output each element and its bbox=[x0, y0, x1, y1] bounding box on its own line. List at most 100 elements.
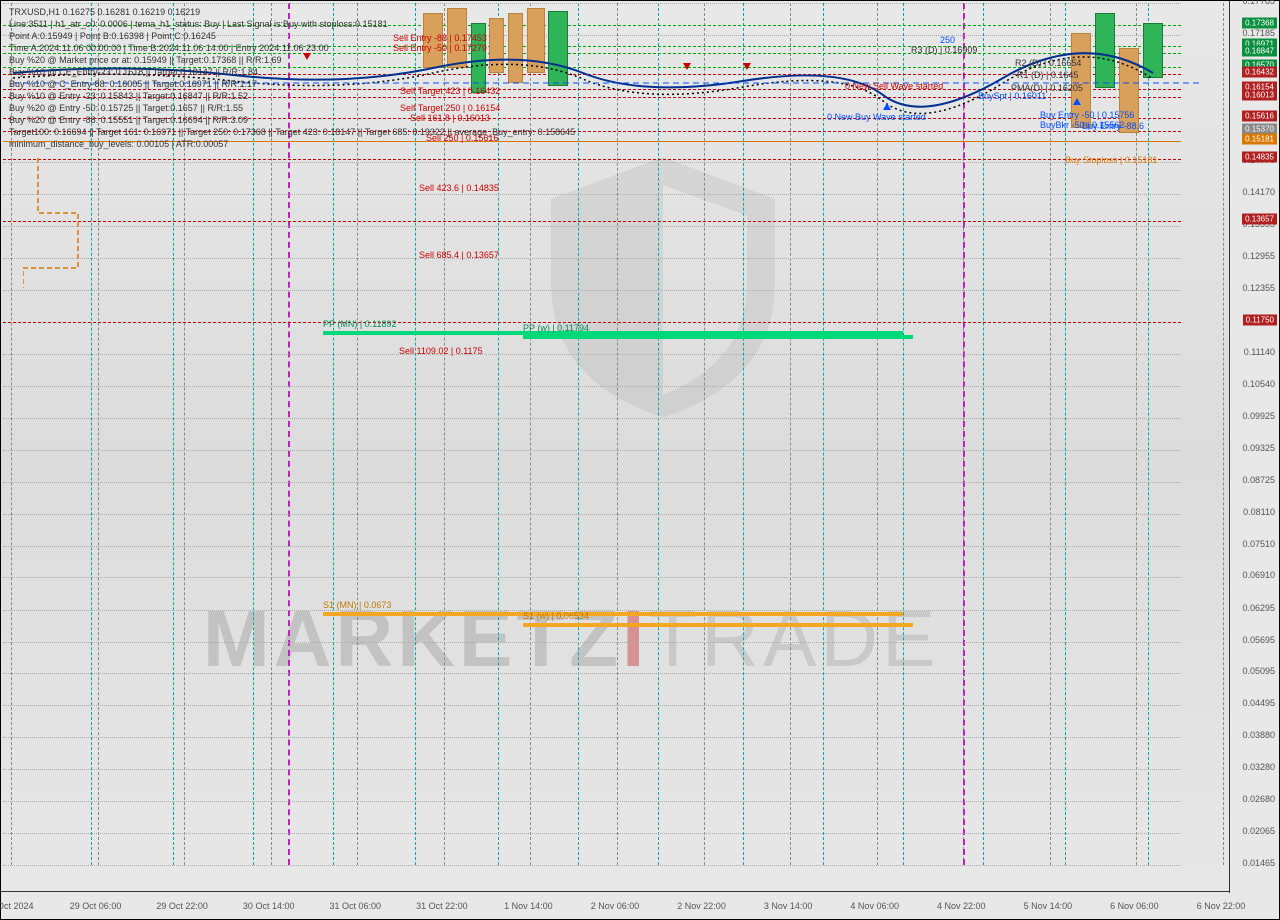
level-label: Sell Entry -88 | 0.17453 bbox=[393, 33, 487, 43]
level-label: Sell 250 | 0.15616 bbox=[426, 133, 498, 143]
level-label: Sell 423.6 | 0.14835 bbox=[419, 183, 499, 193]
pivot-label: PP (MN) | 0.11892 bbox=[323, 319, 397, 329]
level-label: Self Target 423 | 0.16432 bbox=[400, 86, 500, 96]
price-tag: 0.15181 bbox=[1242, 133, 1277, 144]
info-line: Buy %10 @ Entry -23: 0.15843 || Target:0… bbox=[9, 91, 248, 101]
x-tick-label: 2 Nov 06:00 bbox=[591, 901, 640, 911]
x-tick-label: 31 Oct 06:00 bbox=[330, 901, 382, 911]
y-tick-label: 0.04495 bbox=[1242, 698, 1275, 708]
hgrid-line bbox=[3, 514, 1181, 515]
hgrid-line bbox=[3, 546, 1181, 547]
x-tick-label: 29 Oct 22:00 bbox=[156, 901, 208, 911]
hgrid-line bbox=[3, 673, 1181, 674]
x-tick-label: 4 Nov 06:00 bbox=[850, 901, 899, 911]
y-tick-label: 0.03280 bbox=[1242, 762, 1275, 772]
hgrid-line bbox=[3, 737, 1181, 738]
level-label: Sell Entry -50 | 0.17279 bbox=[393, 43, 487, 53]
y-tick-label: 0.12355 bbox=[1242, 283, 1275, 293]
buy-arrow-icon bbox=[883, 103, 891, 110]
price-level-line bbox=[3, 322, 1181, 323]
hgrid-line bbox=[3, 705, 1181, 706]
info-line: Point A:0.15949 | Point B:0.16398 | Poin… bbox=[9, 31, 216, 41]
y-tick-label: 0.07510 bbox=[1242, 539, 1275, 549]
symbol-header: TRXUSD,H1 0.16275 0.16281 0.16219 0.1621… bbox=[9, 7, 200, 17]
y-tick-label: 0.06295 bbox=[1242, 603, 1275, 613]
y-tick-label: 0.06910 bbox=[1242, 570, 1275, 580]
y-tick-label: 0.11140 bbox=[1244, 347, 1275, 357]
y-axis: 0.177850.171850.147700.141700.135550.129… bbox=[1229, 1, 1279, 893]
y-tick-label: 0.09925 bbox=[1242, 411, 1275, 421]
level-label: 0 New Sell Wave started bbox=[845, 81, 943, 91]
price-tag: 0.16432 bbox=[1242, 67, 1277, 78]
price-tag: 0.15616 bbox=[1242, 110, 1277, 121]
hgrid-line bbox=[3, 226, 1181, 227]
y-tick-label: 0.12955 bbox=[1242, 251, 1275, 261]
hgrid-line bbox=[3, 577, 1181, 578]
price-tag: 0.11750 bbox=[1243, 314, 1277, 325]
sell-arrow-icon bbox=[743, 63, 751, 70]
price-tag: 0.13657 bbox=[1242, 214, 1277, 225]
x-tick-label: 4 Nov 22:00 bbox=[937, 901, 986, 911]
info-line: Buy %20 @ Entry -50: 0.15725 || Target:0… bbox=[9, 103, 243, 113]
hgrid-line bbox=[3, 865, 1181, 866]
info-line: Buy %20 @ Market price or at: 0.15949 ||… bbox=[9, 55, 281, 65]
level-label: BuySpt | 0.16011 bbox=[978, 91, 1046, 101]
buy-arrow-icon bbox=[1073, 98, 1081, 105]
pivot-line bbox=[523, 335, 913, 339]
y-tick-label: 0.05095 bbox=[1242, 666, 1275, 676]
watermark-part1: MARKETZ bbox=[203, 594, 622, 683]
info-line: Buy %10 @ CE_Entry-23: 0.1618 || Target:… bbox=[9, 67, 258, 77]
level-label: Sell 1109.02 | 0.1175 bbox=[399, 346, 483, 356]
level-label: BuyBkr -50 | 0.15562 bbox=[1040, 120, 1124, 130]
info-line: Buy %10 @ C_Entry-88: 0.16005 || Target:… bbox=[9, 79, 257, 89]
x-axis: 28 Oct 202429 Oct 06:0029 Oct 22:0030 Oc… bbox=[1, 891, 1229, 919]
level-label: 250 bbox=[940, 35, 955, 45]
price-tag: 0.17368 bbox=[1242, 18, 1277, 29]
y-tick-label: 0.17785 bbox=[1242, 0, 1275, 6]
pivot-label: S1 (w) | 0.06534 bbox=[523, 611, 589, 621]
hgrid-line bbox=[3, 801, 1181, 802]
info-line: Time A:2024.11.06 00:00:00 | Time B:2024… bbox=[9, 43, 329, 53]
level-label: 0 New Buy Wave started bbox=[827, 112, 926, 122]
hgrid-line bbox=[3, 642, 1181, 643]
level-label: R2 (D) | 0.16654 bbox=[1015, 58, 1081, 68]
x-tick-label: 6 Nov 22:00 bbox=[1197, 901, 1246, 911]
sell-arrow-icon bbox=[683, 63, 691, 70]
pivot-line bbox=[523, 623, 913, 627]
hgrid-line bbox=[3, 769, 1181, 770]
hgrid-line bbox=[3, 482, 1181, 483]
level-label: Buy Stoploss | 0.15181 bbox=[1065, 155, 1157, 165]
hgrid-line bbox=[3, 354, 1181, 355]
hgrid-line bbox=[3, 290, 1181, 291]
y-tick-label: 0.02680 bbox=[1242, 794, 1275, 804]
x-tick-label: 3 Nov 14:00 bbox=[764, 901, 813, 911]
y-tick-label: 0.08110 bbox=[1243, 507, 1275, 517]
pivot-line bbox=[323, 612, 903, 616]
price-tag: 0.16847 bbox=[1242, 45, 1277, 56]
x-tick-label: 6 Nov 06:00 bbox=[1110, 901, 1159, 911]
pivot-label: S1 (MN) | 0.0673 bbox=[323, 600, 391, 610]
hgrid-line bbox=[3, 610, 1181, 611]
orange-box bbox=[23, 158, 103, 288]
x-tick-label: 2 Nov 22:00 bbox=[677, 901, 726, 911]
level-label: Self Target 250 | 0.16154 bbox=[400, 103, 500, 113]
x-tick-label: 29 Oct 06:00 bbox=[70, 901, 122, 911]
watermark-text: MARKETZITRADE bbox=[203, 593, 939, 685]
x-tick-label: 5 Nov 14:00 bbox=[1024, 901, 1073, 911]
y-tick-label: 0.02065 bbox=[1242, 826, 1275, 836]
hgrid-line bbox=[3, 418, 1181, 419]
x-tick-label: 30 Oct 14:00 bbox=[243, 901, 295, 911]
y-tick-label: 0.01465 bbox=[1242, 858, 1275, 868]
y-tick-label: 0.09325 bbox=[1242, 443, 1275, 453]
info-line: minimum_distance_buy_levels: 0.00105 | A… bbox=[9, 139, 228, 149]
sell-arrow-icon bbox=[303, 53, 311, 60]
hgrid-line bbox=[3, 258, 1181, 259]
hgrid-line bbox=[3, 386, 1181, 387]
y-tick-label: 0.17185 bbox=[1242, 28, 1275, 38]
y-tick-label: 0.03880 bbox=[1242, 730, 1275, 740]
level-label: Sell 685.4 | 0.13657 bbox=[419, 250, 499, 260]
price-tag: 0.14835 bbox=[1242, 151, 1277, 162]
y-tick-label: 0.10540 bbox=[1242, 379, 1275, 389]
price-tag: 0.16013 bbox=[1242, 89, 1277, 100]
chart-area[interactable]: MARKETZITRADE TRXUSD,H1 0.16275 0.16281 … bbox=[3, 3, 1231, 893]
